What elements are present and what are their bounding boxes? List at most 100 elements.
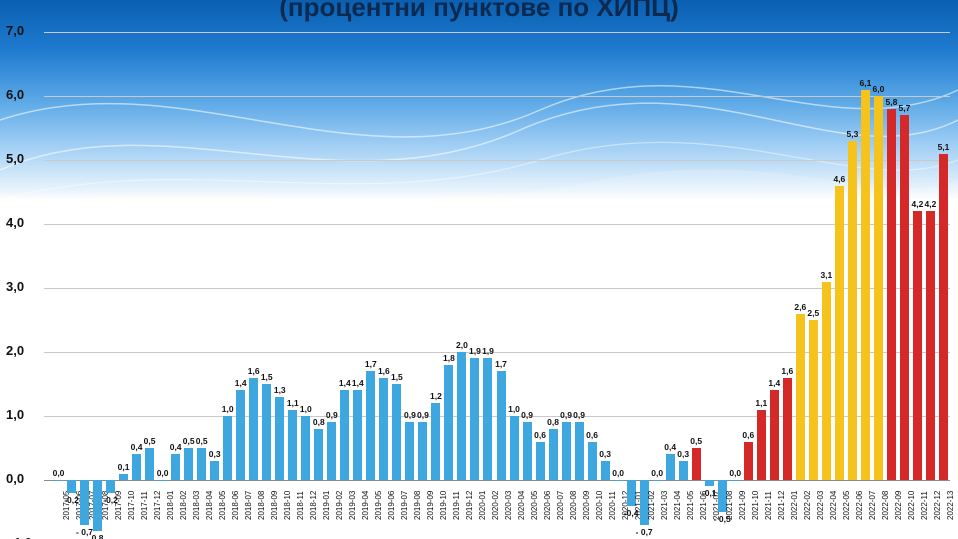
category-label: 2021-10 bbox=[751, 491, 760, 520]
bar-value-label: 0,9 bbox=[404, 410, 416, 420]
bar-value-label: 1,4 bbox=[768, 378, 780, 388]
bar bbox=[900, 115, 909, 480]
bar bbox=[327, 422, 336, 480]
category-label: 2018-05 bbox=[218, 491, 227, 520]
bar-value-label: 1,2 bbox=[430, 391, 442, 401]
bar-value-label: 0,9 bbox=[521, 410, 533, 420]
bar bbox=[692, 448, 701, 480]
category-label: 2022-06 bbox=[855, 491, 864, 520]
category-label: 2021-08 bbox=[725, 491, 734, 520]
bar bbox=[705, 480, 714, 486]
bar-value-label: 1,6 bbox=[378, 366, 390, 376]
category-label: 2018-03 bbox=[192, 491, 201, 520]
gridline bbox=[44, 160, 950, 161]
bar bbox=[340, 390, 349, 480]
category-label: 2018-08 bbox=[257, 491, 266, 520]
bar bbox=[249, 378, 258, 480]
bar-value-label: 1,6 bbox=[248, 366, 260, 376]
bar-value-label: 0,3 bbox=[599, 449, 611, 459]
category-label: 2018-06 bbox=[231, 491, 240, 520]
bar bbox=[835, 186, 844, 480]
bar-value-label: 1,0 bbox=[222, 404, 234, 414]
bar bbox=[523, 422, 532, 480]
bar-value-label: 0,0 bbox=[612, 468, 624, 478]
category-label: 2020-03 bbox=[504, 491, 513, 520]
bar bbox=[158, 480, 167, 481]
bar bbox=[510, 416, 519, 480]
bar-value-label: 5,7 bbox=[899, 103, 911, 113]
category-label: 2019-12 bbox=[465, 491, 474, 520]
bar bbox=[353, 390, 362, 480]
bar bbox=[262, 384, 271, 480]
y-axis-tick-label: 3,0 bbox=[6, 279, 40, 294]
bar bbox=[913, 211, 922, 480]
y-axis-tick-label: 4,0 bbox=[6, 215, 40, 230]
bar-value-label: 1,5 bbox=[261, 372, 273, 382]
category-label: 2020-11 bbox=[608, 491, 617, 520]
y-axis-tick-label: 1,0 bbox=[6, 407, 40, 422]
bar bbox=[861, 90, 870, 480]
bar-value-label: 2,6 bbox=[794, 302, 806, 312]
bar bbox=[679, 461, 688, 480]
bar bbox=[444, 365, 453, 480]
bar-value-label: 0,9 bbox=[326, 410, 338, 420]
category-label: 2020-06 bbox=[543, 491, 552, 520]
category-label: 2017-10 bbox=[127, 491, 136, 520]
bar-value-label: 0,0 bbox=[157, 468, 169, 478]
bar-value-label: 0,0 bbox=[53, 468, 65, 478]
category-label: 2022-12 bbox=[933, 491, 942, 520]
y-axis-tick-label: 5,0 bbox=[6, 151, 40, 166]
category-label: 2020-09 bbox=[582, 491, 591, 520]
bar-value-label: 0,6 bbox=[586, 430, 598, 440]
category-label: 2018-07 bbox=[244, 491, 253, 520]
category-label: 2017-09 bbox=[114, 491, 123, 520]
category-label: 2019-10 bbox=[439, 491, 448, 520]
category-label: 2020-04 bbox=[517, 491, 526, 520]
bar bbox=[223, 416, 232, 480]
bar bbox=[653, 480, 662, 481]
bar bbox=[54, 480, 63, 481]
bar-value-label: 0,9 bbox=[573, 410, 585, 420]
bar bbox=[457, 352, 466, 480]
bar bbox=[926, 211, 935, 480]
category-label: 2020-10 bbox=[595, 491, 604, 520]
category-label: 2020-05 bbox=[530, 491, 539, 520]
bar bbox=[770, 390, 779, 480]
bar bbox=[614, 480, 623, 481]
category-label: 2022-07 bbox=[868, 491, 877, 520]
bar bbox=[848, 141, 857, 480]
category-label: 2018-01 bbox=[166, 491, 175, 520]
bar bbox=[197, 448, 206, 480]
bar bbox=[783, 378, 792, 480]
bar bbox=[210, 461, 219, 480]
bar-value-label: 0,3 bbox=[677, 449, 689, 459]
category-label: 2018-12 bbox=[309, 491, 318, 520]
bar-value-label: 0,8 bbox=[313, 417, 325, 427]
bar bbox=[418, 422, 427, 480]
bar bbox=[731, 480, 740, 481]
bar bbox=[392, 384, 401, 480]
category-label: 2022-03 bbox=[816, 491, 825, 520]
bar-value-label: 1,6 bbox=[781, 366, 793, 376]
category-label: 2017-11 bbox=[140, 491, 149, 520]
bar-value-label: 1,4 bbox=[352, 378, 364, 388]
bar-value-label: 0,4 bbox=[664, 442, 676, 452]
bar bbox=[562, 422, 571, 480]
category-label: 2021-02 bbox=[647, 491, 656, 520]
bar bbox=[119, 474, 128, 480]
bar-value-label: 6,0 bbox=[872, 84, 884, 94]
bar bbox=[379, 378, 388, 480]
bar-value-label: 0,1 bbox=[118, 462, 130, 472]
bar-value-label: 0,5 bbox=[196, 436, 208, 446]
category-label: 2019-06 bbox=[387, 491, 396, 520]
category-label: 2021-11 bbox=[764, 491, 773, 520]
bar-value-label: 1,3 bbox=[274, 385, 286, 395]
category-label: 2022-01 bbox=[790, 491, 799, 520]
bar bbox=[874, 96, 883, 480]
gridline bbox=[44, 32, 950, 33]
bar bbox=[536, 442, 545, 480]
bar-value-label: 5,8 bbox=[886, 97, 898, 107]
bar-value-label: 0,9 bbox=[560, 410, 572, 420]
bar-value-label: 5,3 bbox=[846, 129, 858, 139]
bar-value-label: 0,9 bbox=[417, 410, 429, 420]
